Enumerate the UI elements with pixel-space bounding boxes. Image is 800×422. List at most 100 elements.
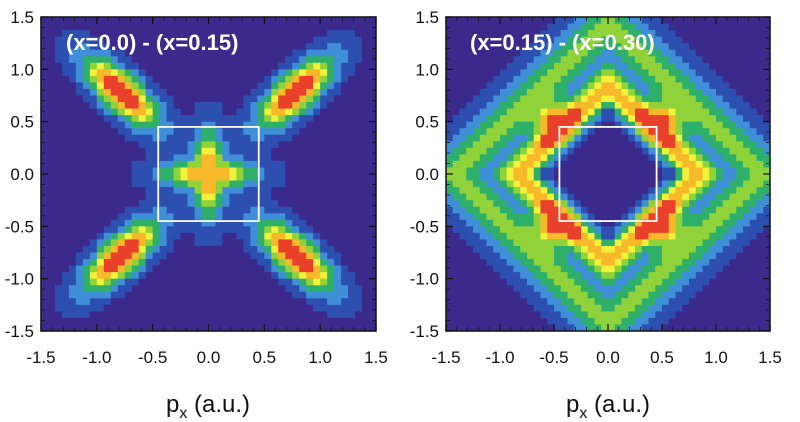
heatmap-cell xyxy=(89,30,98,38)
heatmap-cell xyxy=(756,17,764,25)
heatmap-cell xyxy=(486,141,494,149)
heatmap-cell xyxy=(554,278,562,286)
heatmap-cell xyxy=(540,311,548,319)
heatmap-cell xyxy=(334,180,342,188)
heatmap-cell xyxy=(285,147,293,155)
heatmap-cell xyxy=(452,298,461,306)
heatmap-cell xyxy=(527,154,535,162)
heatmap-cell xyxy=(278,167,286,175)
heatmap-cell xyxy=(486,180,494,188)
heatmap-cell xyxy=(82,134,91,142)
heatmap-cell xyxy=(722,23,731,31)
heatmap-cell xyxy=(47,160,56,169)
heatmap-cell xyxy=(215,128,224,136)
heatmap-cell xyxy=(655,69,663,77)
heatmap-cell xyxy=(96,324,105,331)
heatmap-cell xyxy=(709,232,717,241)
heatmap-cell xyxy=(587,121,596,129)
heatmap-cell xyxy=(621,200,629,208)
heatmap-cell xyxy=(506,154,515,162)
heatmap-cell xyxy=(668,180,677,188)
heatmap-cell xyxy=(587,298,596,306)
heatmap-cell xyxy=(500,200,508,208)
heatmap-cell xyxy=(452,311,461,319)
heatmap-cell xyxy=(520,291,528,299)
heatmap-cell xyxy=(648,62,656,70)
heatmap-cell xyxy=(75,56,84,64)
heatmap-cell xyxy=(621,311,629,319)
heatmap-cell xyxy=(355,134,363,142)
heatmap-cell xyxy=(709,56,717,64)
heatmap-cell xyxy=(513,317,521,326)
heatmap-cell xyxy=(520,141,528,149)
heatmap-cell xyxy=(348,193,356,201)
heatmap-cell xyxy=(348,239,356,247)
heatmap-cell xyxy=(581,43,589,51)
heatmap-cell xyxy=(560,102,569,110)
heatmap-cell xyxy=(222,232,231,241)
heatmap-cell xyxy=(264,252,272,260)
heatmap-cell xyxy=(68,245,77,254)
heatmap-cell xyxy=(306,36,314,44)
heatmap-cell xyxy=(369,252,376,260)
heatmap-cell xyxy=(567,82,575,90)
heatmap-cell xyxy=(82,43,91,51)
heatmap-cell xyxy=(581,226,589,234)
heatmap-cell xyxy=(173,108,182,116)
heatmap-cell xyxy=(554,23,562,31)
heatmap-cell xyxy=(124,102,133,110)
heatmap-cell xyxy=(635,167,643,175)
heatmap-cell xyxy=(662,206,670,214)
heatmap-cell xyxy=(201,311,210,319)
heatmap-cell xyxy=(513,193,521,201)
heatmap-cell xyxy=(567,49,575,57)
heatmap-cell xyxy=(743,141,751,149)
heatmap-cell xyxy=(702,30,710,38)
heatmap-cell xyxy=(250,252,258,260)
heatmap-cell xyxy=(250,291,258,299)
heatmap-cell xyxy=(271,324,279,331)
heatmap-cell xyxy=(236,121,244,129)
heatmap-cell xyxy=(229,128,238,136)
heatmap-cell xyxy=(695,17,704,25)
heatmap-cell xyxy=(82,95,91,103)
heatmap-cell xyxy=(547,167,555,175)
heatmap-cell xyxy=(201,219,210,227)
heatmap-cell xyxy=(736,30,744,38)
heatmap-cell xyxy=(554,88,562,97)
heatmap-cell xyxy=(166,167,175,175)
heatmap-cell xyxy=(194,69,203,77)
heatmap-cell xyxy=(299,245,307,254)
heatmap-cell xyxy=(513,43,521,51)
heatmap-cell xyxy=(236,285,244,293)
heatmap-cell xyxy=(173,272,182,280)
heatmap-cell xyxy=(334,62,342,70)
heatmap-cell xyxy=(554,252,562,260)
heatmap-cell xyxy=(466,193,474,201)
heatmap-cell xyxy=(641,115,650,123)
heatmap-cell xyxy=(54,174,63,182)
heatmap-cell xyxy=(621,265,629,273)
heatmap-cell xyxy=(362,141,370,149)
heatmap-cell xyxy=(560,108,569,116)
heatmap-cell xyxy=(554,115,562,123)
heatmap-cell xyxy=(54,82,63,90)
heatmap-cell xyxy=(145,174,154,182)
heatmap-cell xyxy=(554,265,562,273)
heatmap-cell xyxy=(594,252,602,260)
heatmap-cell xyxy=(628,75,636,84)
heatmap-cell xyxy=(493,180,501,188)
heatmap-cell xyxy=(722,174,731,182)
heatmap-cell xyxy=(229,200,238,208)
heatmap-cell xyxy=(763,324,770,331)
heatmap-cell xyxy=(594,245,602,254)
heatmap-cell xyxy=(614,49,623,57)
heatmap-cell xyxy=(117,167,126,175)
heatmap-cell xyxy=(695,232,704,241)
heatmap-cell xyxy=(675,128,683,136)
heatmap-cell xyxy=(124,317,133,326)
heatmap-cell xyxy=(594,36,602,44)
heatmap-cell xyxy=(466,272,474,280)
heatmap-cell xyxy=(229,187,238,195)
heatmap-cell xyxy=(68,75,77,84)
